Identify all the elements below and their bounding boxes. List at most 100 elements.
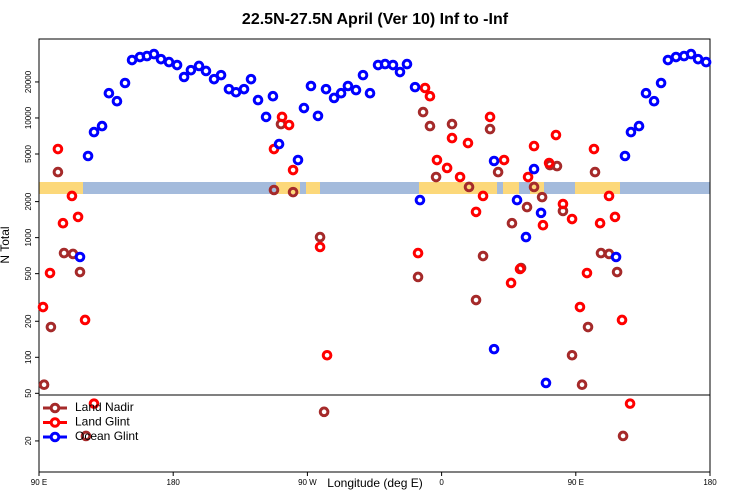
data-point	[45, 321, 57, 333]
data-point	[178, 71, 190, 83]
data-point	[441, 162, 453, 174]
x-tick-label: 180	[167, 478, 181, 487]
y-tick-label: 20	[24, 436, 33, 445]
data-point	[314, 231, 326, 243]
data-point	[252, 94, 264, 106]
data-point	[540, 377, 552, 389]
data-point	[536, 191, 548, 203]
data-point	[268, 184, 280, 196]
data-point	[640, 87, 652, 99]
data-point	[312, 110, 324, 122]
data-point	[44, 267, 56, 279]
data-point	[200, 65, 212, 77]
data-point	[96, 120, 108, 132]
data-point	[582, 321, 594, 333]
data-point	[581, 267, 593, 279]
surface-strip	[39, 182, 710, 194]
data-point	[431, 154, 443, 166]
data-point	[72, 211, 84, 223]
data-point	[470, 206, 482, 218]
data-point	[477, 250, 489, 262]
data-point	[350, 84, 362, 96]
data-point	[238, 83, 250, 95]
data-point	[616, 314, 628, 326]
data-point	[320, 83, 332, 95]
data-point	[335, 87, 347, 99]
data-point	[535, 207, 547, 219]
data-point	[528, 163, 540, 175]
data-point	[215, 69, 227, 81]
data-point	[88, 398, 100, 409]
data-point	[412, 271, 424, 283]
data-point	[66, 190, 78, 202]
data-point	[342, 80, 354, 92]
x-tick-label: 90 E	[568, 478, 584, 487]
data-point	[193, 60, 205, 72]
data-point	[470, 294, 482, 306]
y-tick-label: 5000	[24, 145, 33, 163]
data-point	[287, 186, 299, 198]
data-point	[401, 58, 413, 70]
data-point	[74, 251, 86, 263]
data-point	[185, 64, 197, 76]
data-point	[328, 92, 340, 104]
data-point	[488, 155, 500, 167]
data-point	[414, 194, 426, 206]
land-strip	[306, 182, 320, 194]
data-point	[417, 106, 429, 118]
data-point	[387, 59, 399, 71]
data-point	[655, 77, 667, 89]
data-point	[321, 349, 333, 361]
data-point	[566, 349, 578, 361]
data-point	[498, 154, 510, 166]
y-axis-label: N Total	[0, 226, 12, 263]
data-point	[171, 59, 183, 71]
data-point	[298, 102, 310, 114]
data-point	[38, 379, 50, 391]
data-point	[685, 48, 697, 60]
data-point	[80, 430, 92, 442]
chart-title: 22.5N-27.5N April (Ver 10) Inf to -Inf	[242, 11, 509, 28]
data-point	[617, 430, 629, 442]
data-point	[273, 138, 285, 150]
data-point	[37, 301, 49, 313]
data-point	[287, 164, 299, 176]
land-strip	[503, 182, 519, 194]
y-tick-label: 200	[24, 314, 33, 328]
x-tick-label: 90 W	[298, 478, 317, 487]
data-point	[514, 263, 526, 275]
data-point	[446, 132, 458, 144]
data-point	[267, 90, 279, 102]
data-point	[463, 181, 475, 193]
legend-label: Ocean Glint	[75, 429, 139, 443]
data-point	[594, 217, 606, 229]
legend-marker	[49, 402, 61, 414]
data-point	[625, 126, 637, 138]
land-strip	[276, 182, 300, 194]
data-point	[103, 87, 115, 99]
data-point	[364, 87, 376, 99]
x-tick-label: 180	[703, 478, 717, 487]
land-strip	[419, 182, 497, 194]
data-point	[276, 111, 288, 123]
data-point	[424, 120, 436, 132]
data-point	[454, 171, 466, 183]
data-point	[57, 217, 69, 229]
data-point	[528, 181, 540, 193]
data-point	[318, 406, 330, 418]
data-point	[488, 343, 500, 355]
y-tick-label: 500	[24, 266, 33, 280]
y-tick-label: 2000	[24, 192, 33, 210]
y-tick-label: 50	[24, 388, 33, 397]
data-point	[305, 80, 317, 92]
data-point	[446, 118, 458, 130]
y-tick-label: 100	[24, 350, 33, 364]
data-point	[505, 277, 517, 289]
data-point	[292, 154, 304, 166]
land-strip	[39, 182, 83, 194]
data-point	[566, 213, 578, 225]
data-point	[506, 217, 518, 229]
data-point	[543, 157, 555, 169]
data-point	[648, 95, 660, 107]
data-point	[522, 171, 534, 183]
